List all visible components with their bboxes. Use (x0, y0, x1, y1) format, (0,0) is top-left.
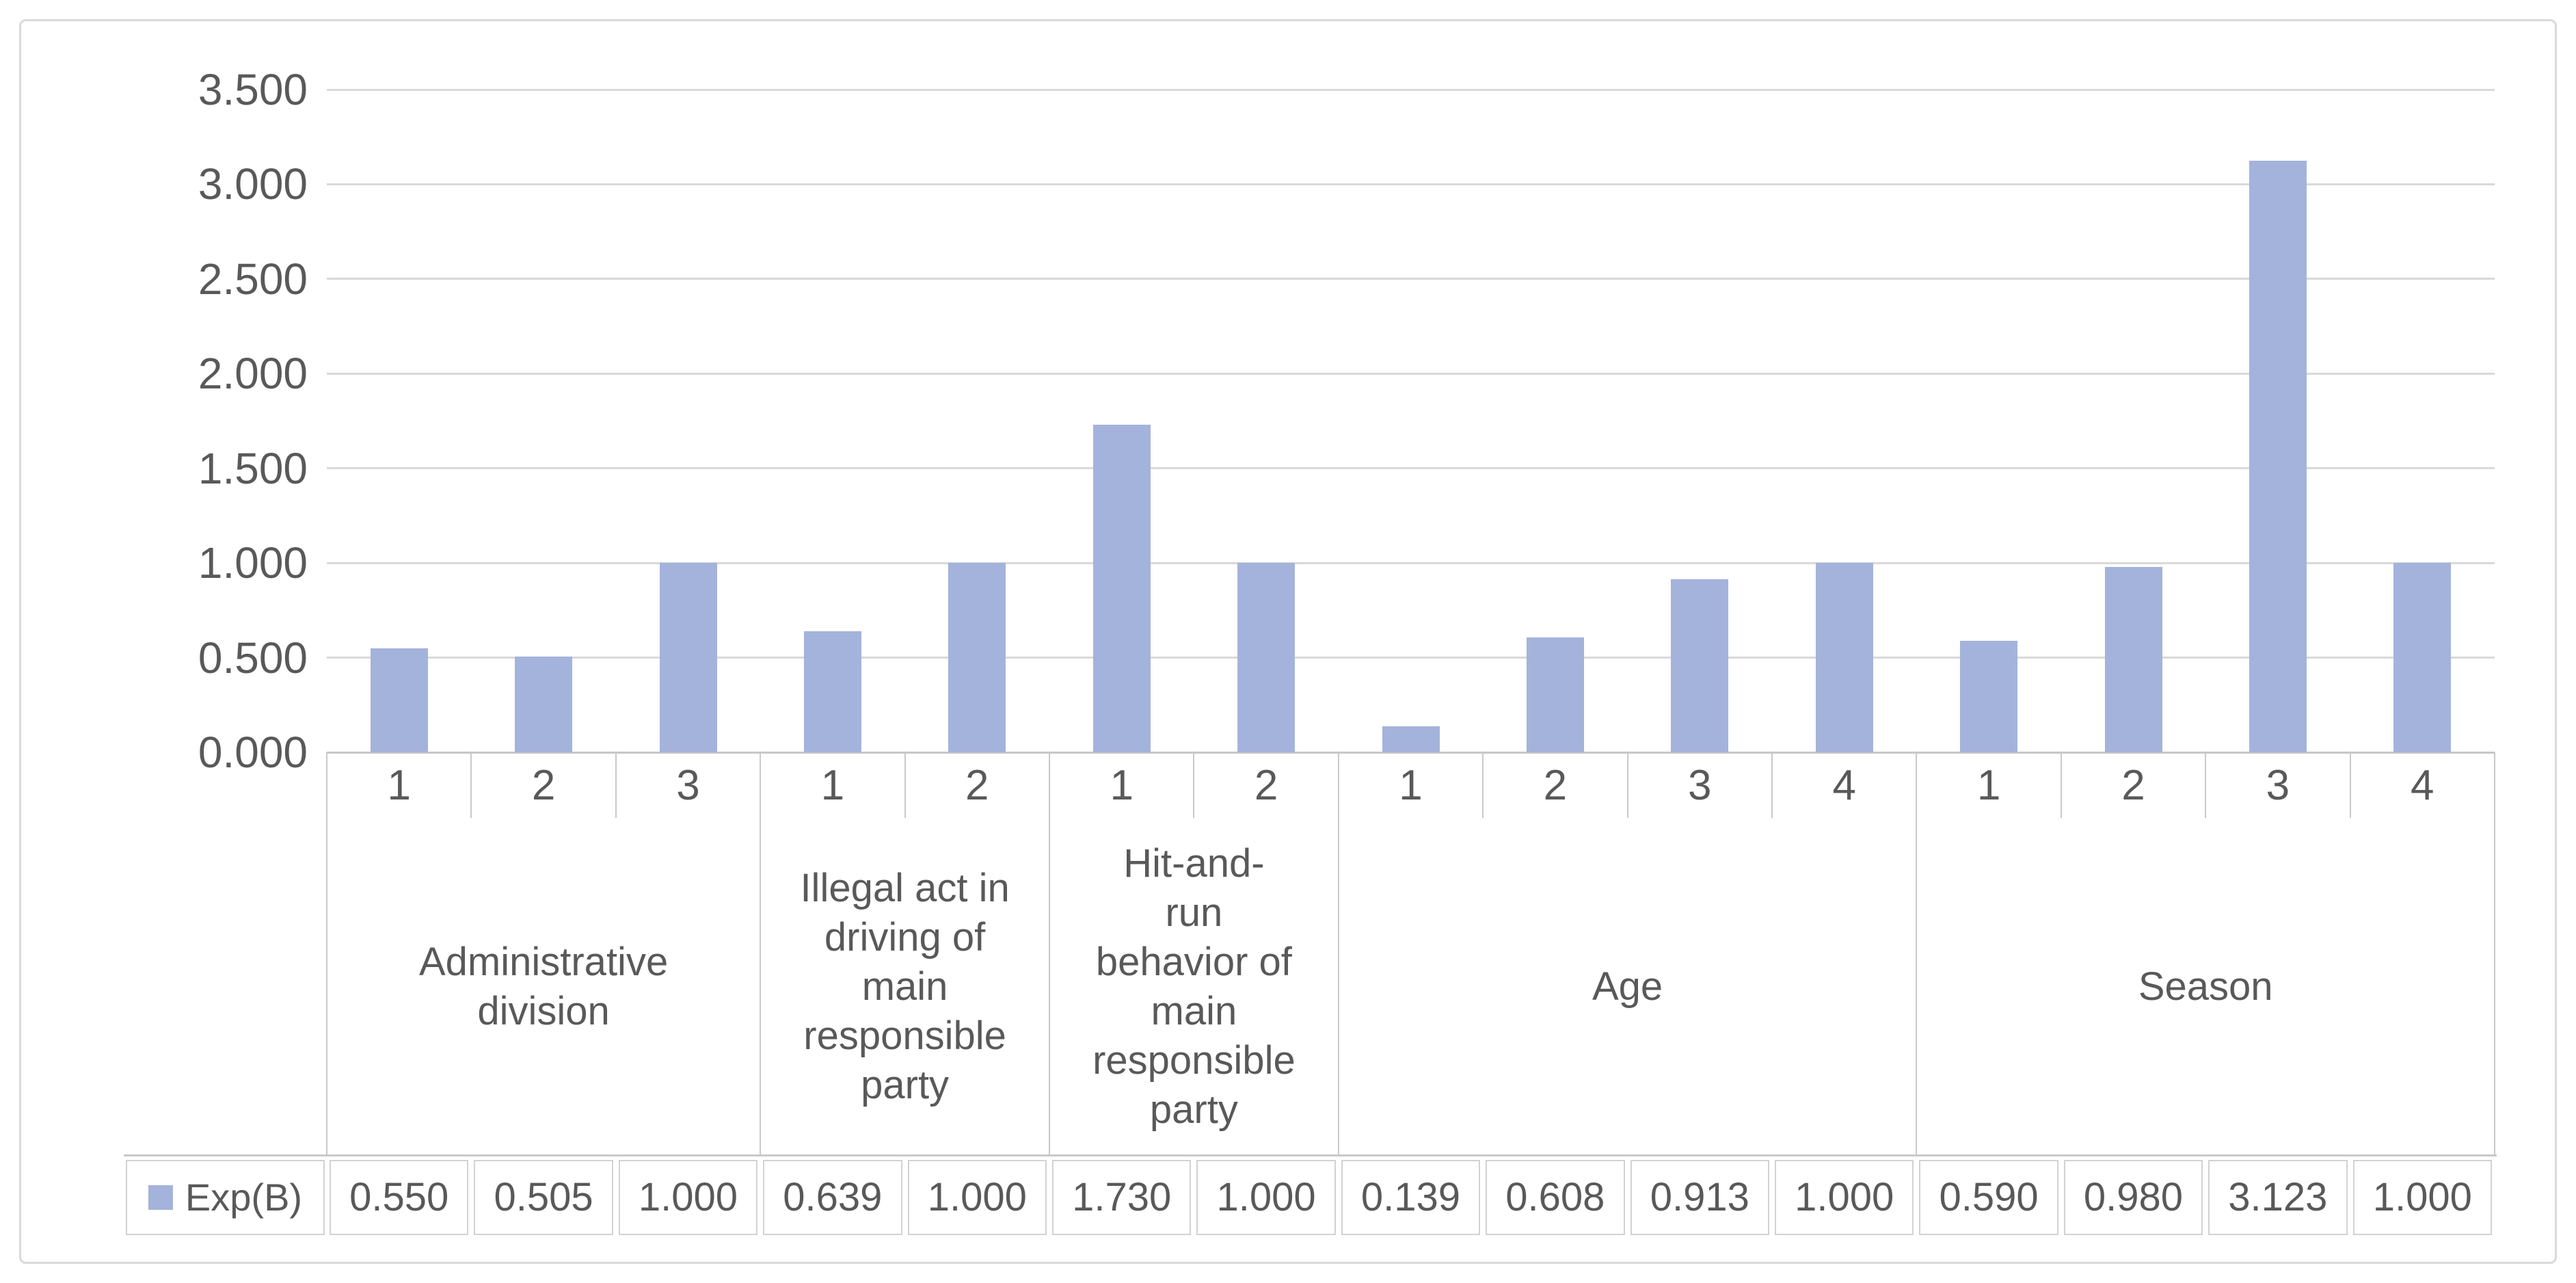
y-axis-tick-label: 1.000 (198, 538, 308, 588)
category-group-label: Season (2138, 964, 2273, 1009)
category-tick-label: 1 (387, 762, 411, 809)
bar-exp-b (803, 631, 861, 752)
bar-exp-b (948, 563, 1006, 752)
category-separator (615, 752, 617, 818)
category-separator (2205, 752, 2207, 818)
data-table-value-cell: 0.590 (1919, 1160, 2058, 1235)
bar-exp-b (1526, 637, 1584, 752)
gridline (327, 372, 2495, 375)
series-color-swatch-icon (148, 1185, 173, 1210)
axis-table-edge (2494, 752, 2495, 1156)
bar-exp-b (1092, 425, 1151, 752)
category-separator (1193, 752, 1195, 818)
category-separator (904, 752, 906, 818)
data-table-value-cell: 1.730 (1052, 1160, 1192, 1235)
data-table-value-cell: 0.139 (1341, 1160, 1481, 1235)
bar-exp-b (1960, 640, 2018, 752)
category-tick-label: 1 (1976, 762, 2001, 809)
category-tick-label: 4 (1832, 762, 1856, 809)
y-axis-tick-label: 3.000 (198, 159, 308, 209)
category-separator (470, 752, 472, 818)
category-group-label: Administrative division (418, 940, 669, 1033)
category-separator (2060, 752, 2062, 818)
bar-exp-b (370, 648, 428, 752)
data-table-value-cell: 3.123 (2208, 1160, 2348, 1235)
category-separator (2349, 752, 2351, 818)
bar-exp-b (1382, 726, 1440, 752)
category-tick-label: 4 (2411, 762, 2434, 809)
category-tick-label: 2 (1543, 762, 1568, 809)
category-tick-label: 3 (676, 762, 700, 809)
category-tick-label: 3 (1688, 762, 1712, 809)
data-table-value-cell: 0.980 (2063, 1160, 2203, 1235)
y-axis-tick-label: 0.000 (198, 728, 308, 777)
axis-table-edge (326, 752, 327, 1156)
group-separator (1916, 752, 1918, 1156)
y-axis-tick-label: 0.500 (198, 633, 308, 683)
series-name-label: Exp(B) (185, 1176, 303, 1219)
data-table-value-cell: 0.639 (763, 1160, 902, 1235)
category-group-label: Age (1592, 964, 1663, 1009)
category-separator (1771, 752, 1773, 818)
bar-exp-b (515, 657, 573, 752)
gridline (327, 278, 2495, 280)
y-axis-tick-label: 1.500 (198, 443, 308, 493)
category-tick-label: 2 (1254, 762, 1278, 809)
bar-exp-b (1815, 563, 1873, 752)
group-separator (1337, 752, 1339, 1156)
y-axis-tick-label: 3.500 (198, 65, 308, 114)
data-table-value-cell: 0.505 (474, 1160, 613, 1235)
data-table-value-cell: 1.000 (1775, 1160, 1914, 1235)
category-tick-label: 3 (2266, 762, 2290, 809)
y-axis-tick-label: 2.000 (198, 349, 308, 399)
data-table-value-cell: 0.550 (330, 1160, 469, 1235)
bar-exp-b (2249, 161, 2307, 752)
category-tick-label: 1 (1110, 762, 1133, 809)
category-tick-label: 2 (531, 762, 556, 809)
category-tick-label: 2 (965, 762, 989, 809)
gridline (327, 751, 2495, 754)
bar-exp-b (2393, 563, 2452, 752)
gridline (327, 467, 2495, 470)
category-tick-label: 1 (820, 762, 845, 809)
category-separator (1482, 752, 1484, 818)
bar-exp-b (2104, 566, 2162, 752)
legend-key-cell: Exp(B) (126, 1160, 325, 1235)
data-table-top-rule (124, 1154, 2497, 1156)
category-tick-label: 1 (1399, 762, 1423, 809)
category-separator (1626, 752, 1628, 818)
data-table-value-cell: 0.608 (1486, 1160, 1625, 1235)
bar-exp-b (659, 563, 717, 752)
data-table-value-cell: 1.000 (907, 1160, 1047, 1235)
gridline (327, 657, 2495, 659)
data-table-value-cell: 0.913 (1630, 1160, 1769, 1235)
category-group-label: Hit-and- run behavior of main responsibl… (1092, 841, 1296, 1132)
bar-exp-b (1237, 563, 1296, 752)
data-table-value-cell: 1.000 (2352, 1160, 2492, 1235)
bar-exp-b (1671, 579, 1729, 752)
category-tick-label: 2 (2121, 762, 2145, 809)
y-axis-tick-label: 2.500 (198, 254, 308, 304)
category-group-label: Illegal act in driving of main responsib… (800, 866, 1010, 1107)
data-table-value-cell: 1.000 (618, 1160, 758, 1235)
gridline (327, 183, 2495, 185)
gridline (327, 561, 2495, 564)
gridline (327, 88, 2495, 91)
group-separator (1049, 752, 1050, 1156)
group-separator (760, 752, 762, 1156)
data-table-value-cell: 1.000 (1196, 1160, 1336, 1235)
